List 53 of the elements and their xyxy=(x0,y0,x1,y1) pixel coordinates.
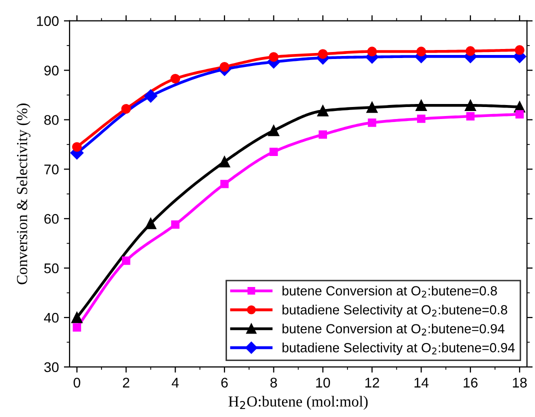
x-tick-label: 10 xyxy=(316,378,330,388)
point xyxy=(416,100,427,111)
point xyxy=(317,105,328,116)
legend-label: butadiene Selectivity at O$_{2}$:butene=0.94 xyxy=(282,342,515,355)
point xyxy=(515,110,524,118)
point xyxy=(220,180,229,188)
point xyxy=(318,49,328,59)
x-tick-label: 12 xyxy=(365,378,380,388)
point xyxy=(270,148,278,156)
point xyxy=(514,45,524,55)
point xyxy=(464,100,476,111)
y-tick-label: 100 xyxy=(37,16,59,26)
x-tick-label: 0 xyxy=(74,378,80,388)
point xyxy=(122,256,130,265)
x-tick-label: 8 xyxy=(270,378,277,388)
legend-label: butene Conversion at O$_{2}$:butene=0.94 xyxy=(282,324,504,336)
point xyxy=(218,156,230,168)
point xyxy=(71,312,82,324)
legend-label: butene Conversion at O$_{2}$:butene=0.8 xyxy=(282,286,497,298)
point xyxy=(416,46,426,56)
point xyxy=(368,118,376,127)
x-tick-label: 6 xyxy=(221,378,228,388)
point xyxy=(318,130,328,139)
x-tick-label: 4 xyxy=(172,378,179,388)
y-tick-label: 70 xyxy=(44,164,59,174)
point xyxy=(145,218,156,230)
point xyxy=(417,114,426,123)
y-tick-label: 30 xyxy=(44,362,59,372)
point xyxy=(367,46,377,56)
point xyxy=(144,89,158,103)
x-tick-label: 16 xyxy=(464,378,478,388)
point xyxy=(268,125,280,136)
y-tick-label: 40 xyxy=(44,312,59,323)
point xyxy=(466,112,475,120)
x-tick-label: 14 xyxy=(414,378,429,388)
point xyxy=(170,74,180,84)
point xyxy=(121,104,131,114)
y-tick-label: 80 xyxy=(44,115,59,125)
point xyxy=(171,220,180,229)
point xyxy=(366,102,378,113)
point xyxy=(72,142,82,152)
y-tick-label: 60 xyxy=(44,214,59,224)
x-axis-title: H$_{2}$O:butene (mol:mol) xyxy=(228,396,368,410)
legend-label: butadiene Selectivity at O$_{2}$:butene=0.8 xyxy=(282,304,508,318)
point xyxy=(466,46,476,56)
x-tick-label: 18 xyxy=(512,378,527,388)
point xyxy=(220,62,230,72)
point xyxy=(72,323,82,332)
y-tick-label: 50 xyxy=(44,263,59,274)
point xyxy=(268,52,279,62)
y-tick-label: 90 xyxy=(44,66,59,76)
y-axis-title: Conversion & Selectivity (%) xyxy=(16,104,30,284)
x-tick-label: 2 xyxy=(122,378,130,388)
